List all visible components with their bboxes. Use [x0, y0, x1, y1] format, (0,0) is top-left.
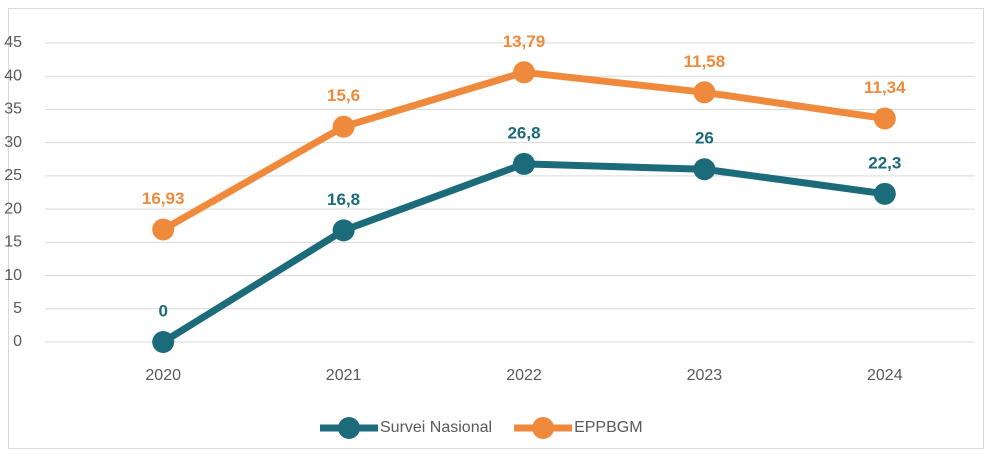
data-point [693, 81, 716, 104]
y-tick-label: 0 [13, 333, 22, 350]
data-label: 16,93 [142, 189, 185, 208]
y-tick-label: 35 [4, 101, 22, 118]
data-label: 11,58 [684, 52, 726, 71]
data-label: 26,8 [507, 123, 540, 142]
data-label: 22,3 [868, 153, 901, 172]
legend-label: EPPBGM [574, 419, 642, 436]
y-tick-label: 15 [4, 234, 22, 251]
y-tick-label: 5 [13, 300, 22, 317]
data-label: 15,6 [327, 86, 360, 105]
y-tick-label: 25 [4, 167, 22, 184]
x-tick-label: 2022 [506, 367, 542, 384]
data-point [693, 158, 716, 181]
data-label: 26 [695, 129, 714, 148]
data-point [513, 61, 535, 84]
data-point [332, 115, 355, 138]
data-point [152, 331, 175, 353]
x-tick-label: 2023 [687, 367, 723, 384]
legend-label: Survei Nasional [380, 419, 492, 436]
data-label: 13,79 [503, 32, 546, 51]
x-tick-label: 2021 [326, 367, 362, 384]
x-tick-label: 2024 [867, 367, 903, 384]
y-tick-label: 30 [4, 134, 22, 151]
y-tick-label: 20 [4, 200, 22, 217]
data-point [873, 107, 896, 130]
data-label: 11,34 [864, 78, 906, 97]
y-tick-label: 45 [4, 34, 22, 51]
legend-marker [338, 417, 360, 439]
data-point [513, 152, 535, 175]
data-label: 16,8 [327, 190, 360, 209]
data-label: 0 [158, 301, 167, 320]
y-tick-label: 10 [4, 267, 22, 284]
data-point [332, 219, 355, 242]
data-point [152, 218, 175, 241]
data-point [873, 182, 896, 205]
x-tick-label: 2020 [145, 367, 181, 384]
legend-marker [532, 417, 555, 439]
y-tick-label: 40 [4, 67, 22, 84]
